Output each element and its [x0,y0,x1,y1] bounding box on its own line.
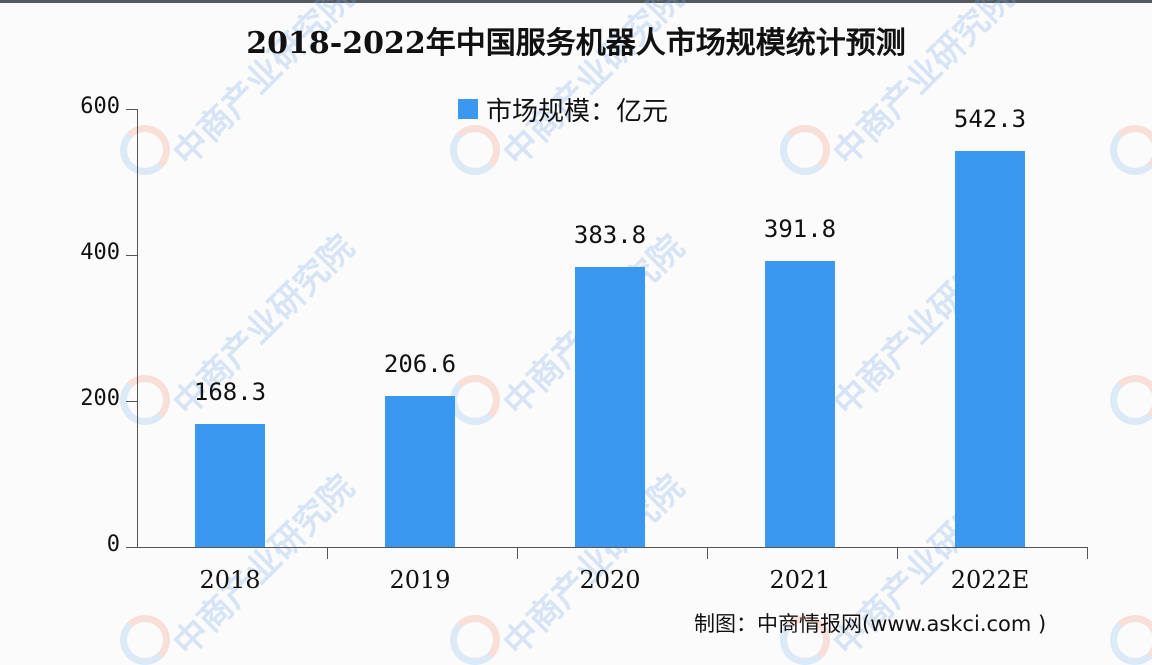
x-tick [897,547,898,559]
bar-value-label: 206.6 [383,350,457,379]
x-tick-label: 2020 [579,566,641,594]
y-tick [126,547,137,548]
x-tick-label: 2021 [769,566,831,594]
bar-value-label: 542.3 [953,105,1027,134]
bar-value-label: 391.8 [763,214,837,243]
legend: 市场规模：亿元 [458,92,669,127]
bar-value-label: 383.8 [573,220,647,249]
x-tick [1087,547,1088,559]
bar-value-label: 168.3 [193,378,267,407]
x-tick-label: 2018 [199,566,261,594]
y-tick-label: 0 [106,532,120,557]
legend-label: 市场规模：亿元 [486,96,669,127]
x-tick-label: 2022E [950,566,1030,594]
source-note: 制图：中商情报网(www.askci.com ) [694,612,1047,636]
x-tick [707,547,708,559]
bar-2022E [955,151,1025,547]
chart-title: 2018-2022年中国服务机器人市场规模统计预测 [246,26,906,61]
x-axis [137,547,1088,548]
x-tick [327,547,328,559]
legend-swatch-icon [458,99,478,119]
y-tick-label: 400 [80,240,120,265]
bar-2018 [195,424,265,547]
y-tick [126,109,137,110]
y-tick-label: 600 [80,94,120,119]
y-axis [137,109,138,548]
y-tick [126,255,137,256]
x-tick [517,547,518,559]
y-tick [126,401,137,402]
x-tick-label: 2019 [389,566,451,594]
top-border [0,0,1152,3]
bar-2019 [385,396,455,547]
y-tick-label: 200 [80,386,120,411]
bar-2020 [575,266,645,547]
bar-2021 [765,260,835,547]
